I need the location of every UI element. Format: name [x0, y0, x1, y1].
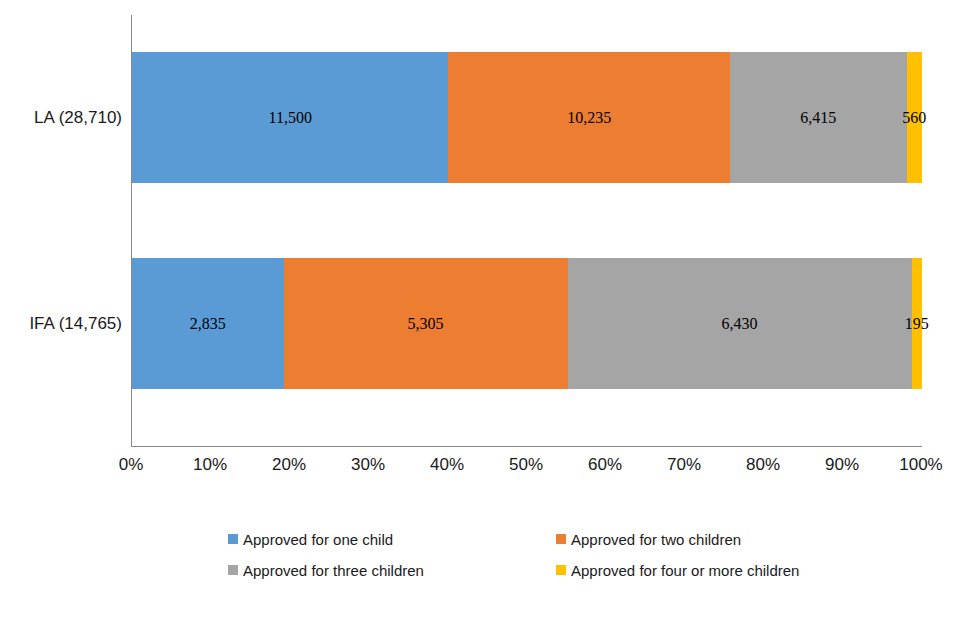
legend-label: Approved for one child	[243, 531, 393, 548]
data-label: 10,235	[567, 109, 611, 127]
bar-segment: 11,500	[132, 52, 448, 183]
x-tick-label: 10%	[193, 455, 227, 475]
legend-swatch-icon	[228, 534, 238, 544]
legend-label: Approved for three children	[243, 562, 424, 579]
legend-label: Approved for two children	[571, 531, 741, 548]
bar-segment: 2,835	[132, 258, 284, 389]
bar-segment: 10,235	[448, 52, 730, 183]
x-tick-label: 0%	[119, 455, 144, 475]
bar-segment: 6,415	[730, 52, 907, 183]
legend-item: Approved for four or more children	[556, 561, 799, 579]
x-tick-label: 50%	[509, 455, 543, 475]
x-tick-label: 90%	[825, 455, 859, 475]
bar-row: 2,835 5,305 6,430 195	[132, 258, 922, 389]
x-tick-label: 70%	[667, 455, 701, 475]
legend-swatch-icon	[228, 565, 238, 575]
data-label: 5,305	[408, 315, 444, 333]
data-label: 2,835	[190, 315, 226, 333]
x-tick-label: 80%	[746, 455, 780, 475]
bar-row: 11,500 10,235 6,415 560	[132, 52, 922, 183]
legend-label: Approved for four or more children	[571, 562, 799, 579]
stacked-bar-chart: 11,500 10,235 6,415 560 2,835 5,305 6,430 195 L…	[0, 0, 960, 640]
data-label: 6,430	[722, 315, 758, 333]
plot-area: 11,500 10,235 6,415 560 2,835 5,305 6,430 195	[131, 15, 922, 447]
data-label: 11,500	[269, 109, 312, 127]
bar-segment: 6,430	[568, 258, 912, 389]
x-tick-label: 60%	[588, 455, 622, 475]
legend-swatch-icon	[556, 565, 566, 575]
category-label: LA (28,710)	[0, 108, 122, 128]
bar-segment: 195	[912, 258, 922, 389]
bar-segment: 5,305	[284, 258, 568, 389]
bar-segment: 560	[907, 52, 922, 183]
data-label: 560	[902, 109, 926, 127]
legend-item: Approved for one child	[228, 530, 393, 548]
x-tick-label: 30%	[351, 455, 385, 475]
category-label: IFA (14,765)	[0, 314, 122, 334]
legend-item: Approved for three children	[228, 561, 424, 579]
legend-item: Approved for two children	[556, 530, 741, 548]
legend-swatch-icon	[556, 534, 566, 544]
x-tick-label: 100%	[899, 455, 942, 475]
x-tick-label: 20%	[272, 455, 306, 475]
data-label: 6,415	[800, 109, 836, 127]
x-tick-label: 40%	[430, 455, 464, 475]
x-axis-tick-labels: 0% 10% 20% 30% 40% 50% 60% 70% 80% 90% 100%	[0, 455, 960, 479]
data-label: 195	[905, 315, 929, 333]
